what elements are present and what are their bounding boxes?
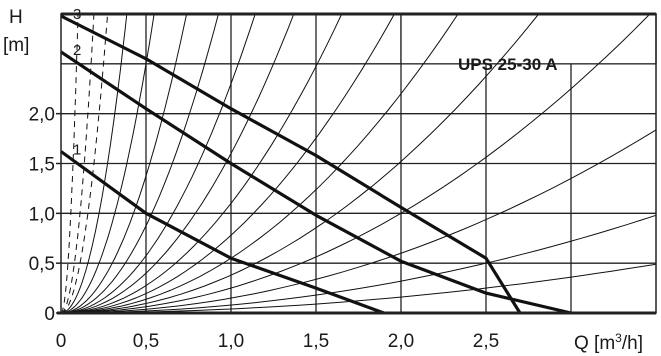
y-tick-label: 2,0 [29,105,55,126]
x-tick-label: 0 [56,331,67,352]
system-curve [60,13,109,314]
system-curve [60,13,128,314]
x-tick-label: 1,0 [218,331,244,352]
system-curve [60,13,459,314]
pump-curve-1 [60,150,385,315]
pump-curve-label-3: 3 [73,6,81,23]
system-curve [60,129,657,314]
x-tick-label: 1,5 [303,331,329,352]
system-curve [60,13,219,314]
x-axis-title: Q [m3/h] [574,331,643,354]
system-curve [60,214,657,314]
plot-frame [56,12,657,315]
pump-curve-label-2: 2 [73,42,81,59]
y-tick-label: 1,5 [29,155,55,176]
system-curve [60,13,188,314]
y-axis-title-h: H [9,7,23,28]
pump-curve-3 [60,14,522,314]
grid-layer [61,13,657,313]
text-layer: H [m] Q [m3/h] UPS 25-30 A 3 2 1 0 0,5 1,0 1,5… [3,6,643,354]
y-tick-label: 0,5 [29,254,55,275]
x-tick-label: 0,5 [133,331,159,352]
system-curve [60,13,343,314]
model-label-box [400,13,657,65]
pump-curve-label-1: 1 [73,142,81,159]
system-curve [60,13,540,314]
chart-title: UPS 25-30 A [458,55,558,74]
system-curve [60,13,295,314]
pump-curves [60,14,572,315]
y-tick-label: 0 [44,304,55,325]
x-tick-label: 2,0 [388,331,414,352]
system-curve [60,13,95,314]
system-curve [60,13,395,314]
y-tick-label: 1,0 [29,204,55,225]
y-axis-title-unit: [m] [3,35,29,56]
x-tick-label: 2,5 [473,331,499,352]
pump-curve-2 [60,50,572,315]
